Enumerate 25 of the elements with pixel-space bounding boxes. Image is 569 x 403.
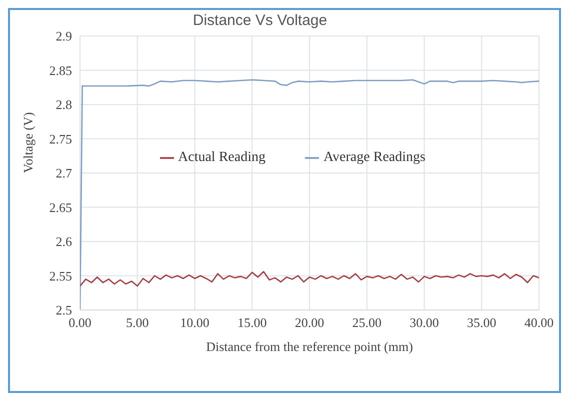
x-tick-label: 30.00 (410, 315, 439, 330)
y-tick-label: 2.6 (56, 234, 72, 250)
x-tick-label: 5.00 (126, 315, 149, 330)
y-tick-label: 2.7 (56, 166, 72, 181)
line-series (80, 79, 539, 310)
x-axis-title: Distance from the reference point (mm) (206, 339, 413, 354)
y-axis-title: Voltage (V) (20, 112, 36, 173)
y-tick-label: 2.65 (49, 200, 72, 215)
line-series (80, 270, 539, 287)
y-tick-label: 2.55 (49, 268, 72, 284)
y-tick-label: 2.9 (56, 28, 72, 44)
y-tick-label: 2.8 (56, 97, 72, 112)
y-tick-label: 2.85 (49, 62, 72, 78)
x-tick-label: 10.00 (180, 315, 210, 330)
x-tick-label: 35.00 (467, 315, 496, 330)
x-tick-label: 25.00 (352, 315, 382, 330)
legend-label: Actual Reading (178, 150, 266, 165)
legend-label: Average Readings (323, 150, 426, 165)
chart-title: Distance Vs Voltage (192, 12, 328, 29)
x-tick-label: 20.00 (294, 315, 324, 330)
y-tick-label: 2.75 (49, 131, 72, 146)
x-tick-label: 40.00 (524, 315, 554, 330)
x-tick-label: 0.00 (68, 315, 92, 330)
x-tick-label: 15.00 (238, 315, 267, 330)
y-tick-label: 2.5 (56, 302, 72, 318)
